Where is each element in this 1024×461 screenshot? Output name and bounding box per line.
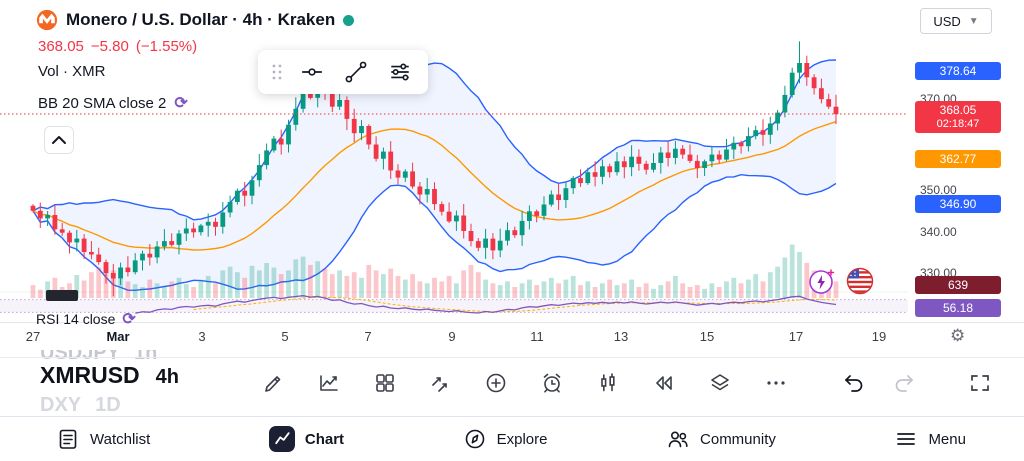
time-axis-label: 7 bbox=[364, 329, 372, 344]
indicators-button[interactable] bbox=[301, 361, 357, 405]
indicator-value-badge: 639 bbox=[915, 276, 1001, 294]
hamburger-menu-icon bbox=[897, 433, 916, 445]
add-circle-icon bbox=[487, 373, 506, 393]
trend-line-tool-icon[interactable] bbox=[334, 50, 378, 94]
rsi-legend[interactable]: RSI 14 close ⟳ bbox=[36, 309, 136, 329]
nav-community[interactable]: Community bbox=[666, 427, 776, 451]
time-axis-label: 5 bbox=[281, 329, 289, 344]
compass-icon bbox=[465, 429, 484, 449]
lightning-icon bbox=[809, 269, 835, 294]
candlestick-icon bbox=[601, 373, 615, 392]
collapse-legend-button[interactable] bbox=[44, 126, 74, 154]
undo-icon bbox=[845, 375, 863, 392]
indicator-value-badge: 346.90 bbox=[915, 195, 1001, 213]
chart-area[interactable]: Monero / U.S. Dollar · 4h · Kraken 368.0… bbox=[0, 0, 1024, 352]
us-flag-events-button[interactable] bbox=[846, 267, 876, 297]
time-axis-label: 9 bbox=[448, 329, 456, 344]
people-icon bbox=[668, 431, 688, 448]
time-axis-label: 15 bbox=[699, 329, 715, 344]
ellipsis-icon bbox=[767, 381, 785, 385]
time-axis-label: 11 bbox=[530, 329, 544, 344]
volume-legend[interactable]: Vol · XMR bbox=[38, 63, 106, 80]
fullscreen-icon bbox=[971, 375, 990, 391]
replay-button[interactable] bbox=[636, 361, 692, 405]
time-axis-label: 17 bbox=[788, 329, 804, 344]
symbol-legend[interactable]: Monero / U.S. Dollar · 4h · Kraken bbox=[36, 9, 355, 31]
redo-button[interactable] bbox=[879, 361, 929, 405]
rsi-legend-label: RSI 14 close bbox=[36, 311, 116, 327]
symbol-title[interactable]: Monero / U.S. Dollar · 4h · Kraken bbox=[66, 10, 336, 29]
scroller-next-symbol[interactable]: DXY 1D bbox=[40, 394, 121, 416]
add-button[interactable] bbox=[468, 361, 524, 405]
market-open-dot bbox=[343, 14, 355, 26]
chart-toolbar bbox=[245, 358, 1005, 408]
monero-logo-icon bbox=[36, 9, 58, 31]
rewind-icon bbox=[656, 376, 672, 390]
time-axis-label: 27 bbox=[25, 329, 41, 344]
alarm-clock-icon bbox=[543, 373, 561, 393]
scroller-current-symbol[interactable]: XMRUSD 4h bbox=[40, 362, 180, 388]
watchlist-icon bbox=[59, 429, 77, 449]
currency-selector[interactable]: USD ▼ bbox=[920, 8, 992, 34]
indicators-icon bbox=[319, 375, 338, 391]
layers-icon bbox=[710, 374, 729, 391]
candlestick-chart[interactable] bbox=[0, 0, 1024, 325]
alerts-button[interactable] bbox=[524, 361, 580, 405]
quick-actions-lightning-button[interactable] bbox=[807, 266, 837, 296]
nav-chart[interactable]: Chart bbox=[268, 426, 344, 452]
us-flag-icon bbox=[846, 267, 874, 295]
compare-arrows-icon bbox=[431, 377, 447, 392]
symbol-scroller[interactable]: USDJPY 1h XMRUSD 4h DXY 1D bbox=[40, 342, 250, 416]
currency-value: USD bbox=[933, 13, 961, 29]
chevron-down-icon: ▼ bbox=[968, 15, 979, 27]
price-summary: 368.05 −5.80 (−1.55%) bbox=[38, 38, 197, 55]
more-button[interactable] bbox=[748, 361, 804, 405]
fullscreen-button[interactable] bbox=[955, 361, 1005, 405]
price-scale[interactable]: 370.00 350.00 340.00 330.00 378.64 368.05 02:1… bbox=[908, 0, 1024, 352]
bollinger-legend-label: BB 20 SMA close 2 bbox=[38, 94, 167, 112]
pane-divider bbox=[0, 357, 1024, 358]
price-axis-label: 350.00 bbox=[920, 183, 957, 197]
time-axis-label: Mar bbox=[106, 329, 130, 344]
time-axis-label: 19 bbox=[871, 329, 887, 344]
redo-icon bbox=[896, 375, 914, 392]
nav-menu[interactable]: Menu bbox=[894, 427, 966, 451]
chevron-up-icon bbox=[52, 136, 66, 144]
chart-settings-gear-icon[interactable]: ⚙ bbox=[950, 326, 966, 345]
clipped-label-fragment bbox=[46, 290, 78, 301]
indicator-value-badge: 378.64 bbox=[915, 62, 1001, 80]
chart-icon bbox=[268, 426, 295, 452]
horizontal-line-tool-icon[interactable] bbox=[290, 50, 334, 94]
time-axis[interactable]: ⚙ 27 Mar 3 5 7 9 11 13 15 17 19 bbox=[0, 322, 1024, 350]
palette-drag-handle[interactable] bbox=[264, 50, 290, 94]
indicator-loading-icon: ⟳ bbox=[174, 95, 188, 112]
time-axis-label: 13 bbox=[613, 329, 629, 344]
layout-button[interactable] bbox=[357, 361, 413, 405]
bollinger-legend[interactable]: BB 20 SMA close 2 ⟳ bbox=[38, 93, 188, 113]
bottom-toolbar-strip: USDJPY 1h XMRUSD 4h DXY 1D bbox=[0, 342, 1024, 416]
chart-type-button[interactable] bbox=[580, 361, 636, 405]
last-price: 368.05 bbox=[38, 38, 84, 55]
sliders-icon[interactable] bbox=[378, 50, 422, 94]
nav-explore[interactable]: Explore bbox=[463, 427, 547, 451]
pencil-icon bbox=[265, 376, 281, 392]
time-axis-label: 3 bbox=[198, 329, 206, 344]
bottom-navigation: Watchlist Chart Explore Com bbox=[0, 416, 1024, 461]
undo-button[interactable] bbox=[830, 361, 880, 405]
layers-button[interactable] bbox=[692, 361, 748, 405]
compare-button[interactable] bbox=[413, 361, 469, 405]
indicator-loading-icon: ⟳ bbox=[122, 311, 136, 328]
layout-grid-icon bbox=[375, 374, 394, 392]
indicator-value-badge: 56.18 bbox=[915, 299, 1001, 317]
price-axis-label: 340.00 bbox=[920, 225, 957, 239]
current-price-badge: 368.05 02:18:47 bbox=[915, 101, 1001, 133]
indicator-value-badge: 362.77 bbox=[915, 150, 1001, 168]
price-change: −5.80 bbox=[90, 38, 129, 55]
drawing-tools-palette[interactable] bbox=[258, 50, 428, 94]
price-change-pct: (−1.55%) bbox=[135, 38, 198, 55]
draw-button[interactable] bbox=[245, 361, 301, 405]
nav-watchlist[interactable]: Watchlist bbox=[56, 427, 150, 451]
